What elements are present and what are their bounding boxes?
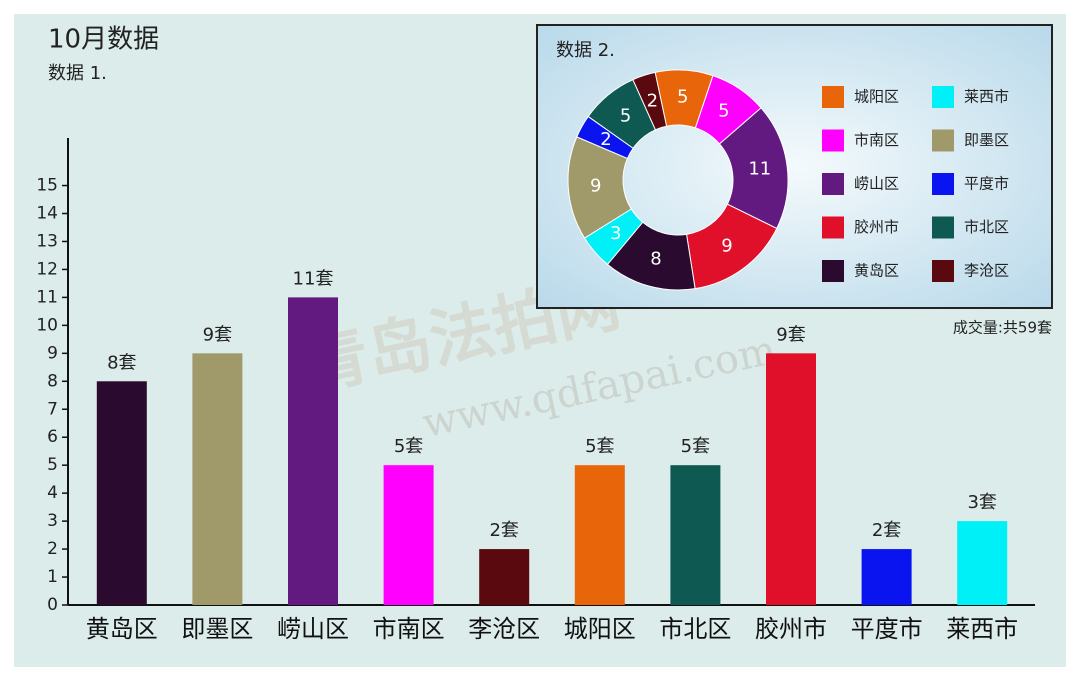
- legend-swatch: [822, 216, 844, 239]
- y-tick-label: 2: [47, 539, 58, 559]
- y-tick-label: 1: [47, 567, 58, 587]
- value-label: 5套: [585, 436, 614, 457]
- bar: [96, 381, 147, 605]
- value-label: 3套: [967, 492, 996, 513]
- value-label: 2套: [489, 520, 518, 541]
- value-label: 5套: [681, 436, 710, 457]
- y-tick-label: 7: [47, 399, 58, 419]
- donut-title: 数据 2.: [556, 40, 615, 61]
- bar: [383, 465, 434, 605]
- donut-slice: [632, 71, 668, 131]
- y-tick-label: 13: [36, 231, 58, 251]
- x-tick-label: 李沧区: [468, 615, 540, 643]
- note: 成交量:共59套: [953, 319, 1052, 337]
- bar: [479, 549, 530, 605]
- legend-swatch: [932, 173, 954, 195]
- slice-label: 9: [721, 235, 732, 256]
- legend-swatch: [822, 129, 844, 152]
- bar: [766, 353, 816, 605]
- x-tick-label: 即墨区: [181, 615, 253, 643]
- legend-swatch: [822, 86, 844, 108]
- y-tick-label: 11: [36, 287, 58, 307]
- legend-swatch: [822, 260, 844, 282]
- x-tick-label: 市北区: [659, 615, 731, 643]
- legend-swatch: [822, 173, 844, 195]
- y-tick-label: 4: [47, 483, 58, 503]
- y-tick-label: 9: [47, 343, 58, 363]
- legend-label: 黄岛区: [854, 262, 899, 280]
- y-tick-label: 10: [36, 315, 58, 335]
- legend-label: 平度市: [964, 175, 1009, 193]
- value-label: 9套: [776, 324, 805, 345]
- legend-swatch: [932, 129, 954, 152]
- y-tick-label: 8: [47, 371, 58, 391]
- y-tick-label: 6: [47, 427, 58, 447]
- legend-label: 崂山区: [854, 175, 899, 193]
- value-label: 8套: [107, 352, 136, 373]
- y-tick-label: 12: [36, 259, 58, 279]
- value-label: 2套: [872, 520, 901, 541]
- bar: [957, 521, 1008, 605]
- slice-label: 5: [620, 105, 631, 126]
- legend-label: 即墨区: [964, 131, 1009, 149]
- y-tick-label: 0: [47, 595, 58, 615]
- slice-label: 2: [647, 91, 658, 112]
- page-title: 10月数据: [48, 25, 159, 55]
- bar: [574, 465, 625, 605]
- x-tick-label: 城阳区: [564, 615, 636, 643]
- y-tick-label: 5: [47, 455, 58, 475]
- legend-swatch: [932, 260, 954, 282]
- slice-label: 5: [718, 100, 729, 121]
- slice-label: 9: [590, 175, 601, 196]
- legend-label: 李沧区: [964, 262, 1009, 280]
- value-label: 9套: [203, 324, 232, 345]
- x-tick-label: 莱西市: [946, 615, 1018, 643]
- slice-label: 8: [650, 249, 661, 270]
- y-tick-label: 15: [36, 176, 58, 196]
- slice-label: 3: [610, 223, 621, 244]
- x-tick-label: 胶州市: [755, 615, 827, 643]
- slice-label: 2: [600, 129, 611, 150]
- legend-label: 胶州市: [854, 218, 899, 236]
- x-tick-label: 市南区: [373, 615, 445, 643]
- value-label: 5套: [394, 436, 423, 457]
- slice-label: 11: [748, 158, 771, 179]
- value-label: 11套: [293, 268, 334, 289]
- legend-label: 城阳区: [854, 88, 899, 106]
- x-tick-label: 平度市: [851, 615, 923, 643]
- x-tick-label: 崂山区: [277, 615, 349, 643]
- x-tick-label: 黄岛区: [86, 615, 158, 643]
- bar: [192, 353, 243, 605]
- bar: [670, 465, 721, 605]
- legend-swatch: [932, 86, 954, 108]
- y-tick-label: 14: [36, 204, 58, 224]
- subtitle: 数据 1.: [48, 63, 107, 84]
- y-tick-label: 3: [47, 511, 58, 531]
- legend-swatch: [932, 216, 954, 239]
- legend-label: 市北区: [964, 218, 1009, 236]
- legend-label: 市南区: [854, 131, 899, 149]
- legend-label: 莱西市: [964, 88, 1009, 106]
- bar: [288, 297, 338, 605]
- bar: [861, 549, 912, 605]
- slice-label: 5: [677, 87, 688, 108]
